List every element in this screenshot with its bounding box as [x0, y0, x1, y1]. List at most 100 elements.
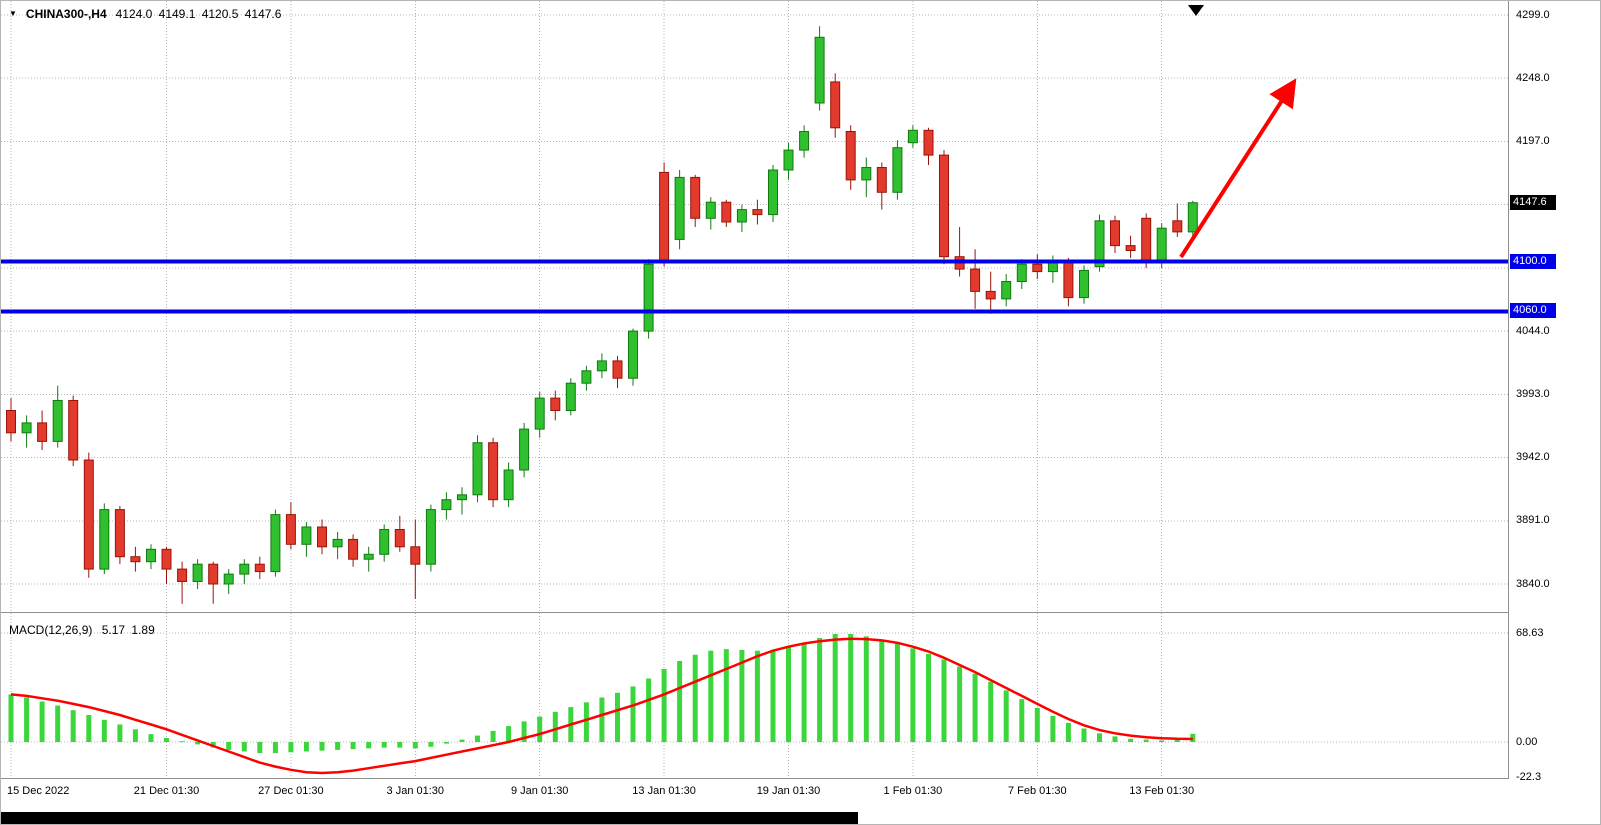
candle-bearish[interactable] [1032, 263, 1043, 273]
candle-bearish[interactable] [612, 360, 623, 379]
candle-bearish[interactable] [845, 131, 856, 181]
candle-bearish[interactable] [68, 400, 79, 461]
macd-histogram-bar [303, 742, 309, 752]
macd-histogram-bar [1097, 733, 1102, 742]
trend-arrow[interactable] [1179, 78, 1297, 259]
candle-bearish[interactable] [830, 81, 841, 129]
candle-bearish[interactable] [923, 129, 934, 156]
candle-bullish[interactable] [736, 209, 747, 223]
candle-bullish[interactable] [223, 573, 234, 585]
candle-bullish[interactable] [472, 442, 483, 496]
candle-bullish[interactable] [363, 553, 374, 560]
candle-bullish[interactable] [270, 514, 281, 573]
candle-bearish[interactable] [721, 201, 732, 223]
candle-bullish[interactable] [519, 428, 530, 471]
candle-bearish[interactable] [6, 410, 16, 434]
candle-bullish[interactable] [1187, 202, 1198, 233]
candle-bullish[interactable] [534, 397, 545, 430]
candle-bullish[interactable] [425, 509, 436, 565]
pane-divider[interactable] [1, 612, 1600, 613]
candle-bullish[interactable] [705, 201, 716, 219]
time-axis[interactable]: 15 Dec 2022 21 Dec 01:30 27 Dec 01:30 3 Jan… [1, 779, 1508, 813]
candle-bullish[interactable] [907, 129, 918, 144]
candle-bearish[interactable] [410, 546, 421, 565]
macd-histogram-bar [179, 741, 185, 743]
candle-bearish[interactable] [208, 563, 219, 585]
candle-bearish[interactable] [37, 422, 48, 442]
candle-bearish[interactable] [114, 509, 125, 558]
candle-bullish[interactable] [1156, 227, 1167, 264]
macd-histogram-bar [692, 654, 698, 742]
candle-bullish[interactable] [768, 169, 778, 216]
candle-bearish[interactable] [985, 290, 996, 300]
candle-bullish[interactable] [892, 147, 903, 193]
macd-histogram-bar [164, 738, 169, 742]
candle-bearish[interactable] [876, 167, 887, 193]
candle-bearish[interactable] [1141, 217, 1152, 264]
candle-bullish[interactable] [799, 131, 810, 151]
macd-histogram-bar [117, 724, 123, 742]
candle-bullish[interactable] [1001, 281, 1012, 300]
candle-bullish[interactable] [21, 422, 32, 434]
candle-bullish[interactable] [146, 548, 156, 563]
macd-histogram-bar [366, 742, 372, 749]
candle-bearish[interactable] [317, 526, 327, 548]
candle-bearish[interactable] [394, 529, 405, 548]
macd-axis-label: 68.63 [1516, 626, 1544, 639]
candle-bullish[interactable] [643, 263, 654, 332]
candle-bearish[interactable] [254, 563, 265, 573]
candle-bullish[interactable] [628, 330, 638, 379]
candle-bearish[interactable] [177, 568, 188, 582]
candle-bearish[interactable] [130, 556, 141, 563]
candle-bullish[interactable] [379, 529, 390, 555]
candle-bullish[interactable] [192, 563, 203, 583]
macd-histogram-bar [630, 686, 636, 742]
candle-bearish[interactable] [659, 171, 670, 263]
candle-bullish[interactable] [1016, 263, 1027, 283]
candle-bullish[interactable] [441, 499, 452, 511]
macd-histogram-bar [335, 742, 341, 750]
candle-bullish[interactable] [814, 36, 825, 104]
candle-bullish[interactable] [581, 370, 592, 384]
candle-bullish[interactable] [565, 382, 576, 412]
candle-bearish[interactable] [1172, 220, 1183, 233]
candle-bearish[interactable] [285, 514, 296, 545]
candle-bullish[interactable] [332, 538, 343, 548]
candle-bullish[interactable] [52, 400, 63, 442]
candle-bullish[interactable] [99, 509, 110, 570]
candle-bullish[interactable] [1079, 269, 1089, 299]
candle-bullish[interactable] [301, 526, 312, 545]
symbol-timeframe-label: CHINA300-,H4 [25, 7, 107, 21]
candle-bearish[interactable] [161, 548, 172, 570]
candle-bearish[interactable] [970, 268, 981, 292]
candle-bullish[interactable] [861, 167, 872, 181]
candle-bullish[interactable] [239, 563, 250, 575]
price-chart-pane[interactable] [1, 1, 1508, 613]
candle-bearish[interactable] [752, 209, 763, 216]
macd-histogram-bar [879, 639, 885, 742]
candle-bearish[interactable] [1110, 220, 1120, 247]
candle-bullish[interactable] [503, 469, 514, 501]
candle-bearish[interactable] [1125, 245, 1136, 252]
candle-bearish[interactable] [1063, 261, 1074, 299]
candle-bullish[interactable] [457, 494, 467, 501]
macd-pane[interactable] [1, 613, 1508, 779]
horizontal-scrollbar[interactable] [1, 812, 858, 824]
candle-bearish[interactable] [83, 459, 94, 570]
price-axis-label: 4248.0 [1516, 71, 1550, 84]
macd-histogram-bar [1128, 738, 1134, 742]
macd-histogram-bar [8, 694, 14, 742]
candle-bearish[interactable] [939, 154, 949, 258]
candle-bullish[interactable] [596, 360, 607, 372]
symbol-dropdown-icon[interactable]: ▼ [9, 9, 17, 18]
candle-bullish[interactable] [1094, 220, 1105, 268]
candle-bearish[interactable] [488, 442, 499, 501]
macd-histogram-bar [972, 673, 978, 742]
indicator-values-readout: 5.17 1.89 [101, 623, 155, 637]
candle-bullish[interactable] [674, 176, 685, 240]
candle-bearish[interactable] [690, 176, 701, 219]
macd-histogram-bar [537, 716, 543, 742]
candle-bearish[interactable] [550, 397, 561, 412]
candle-bullish[interactable] [783, 149, 794, 171]
candle-bearish[interactable] [348, 538, 359, 560]
